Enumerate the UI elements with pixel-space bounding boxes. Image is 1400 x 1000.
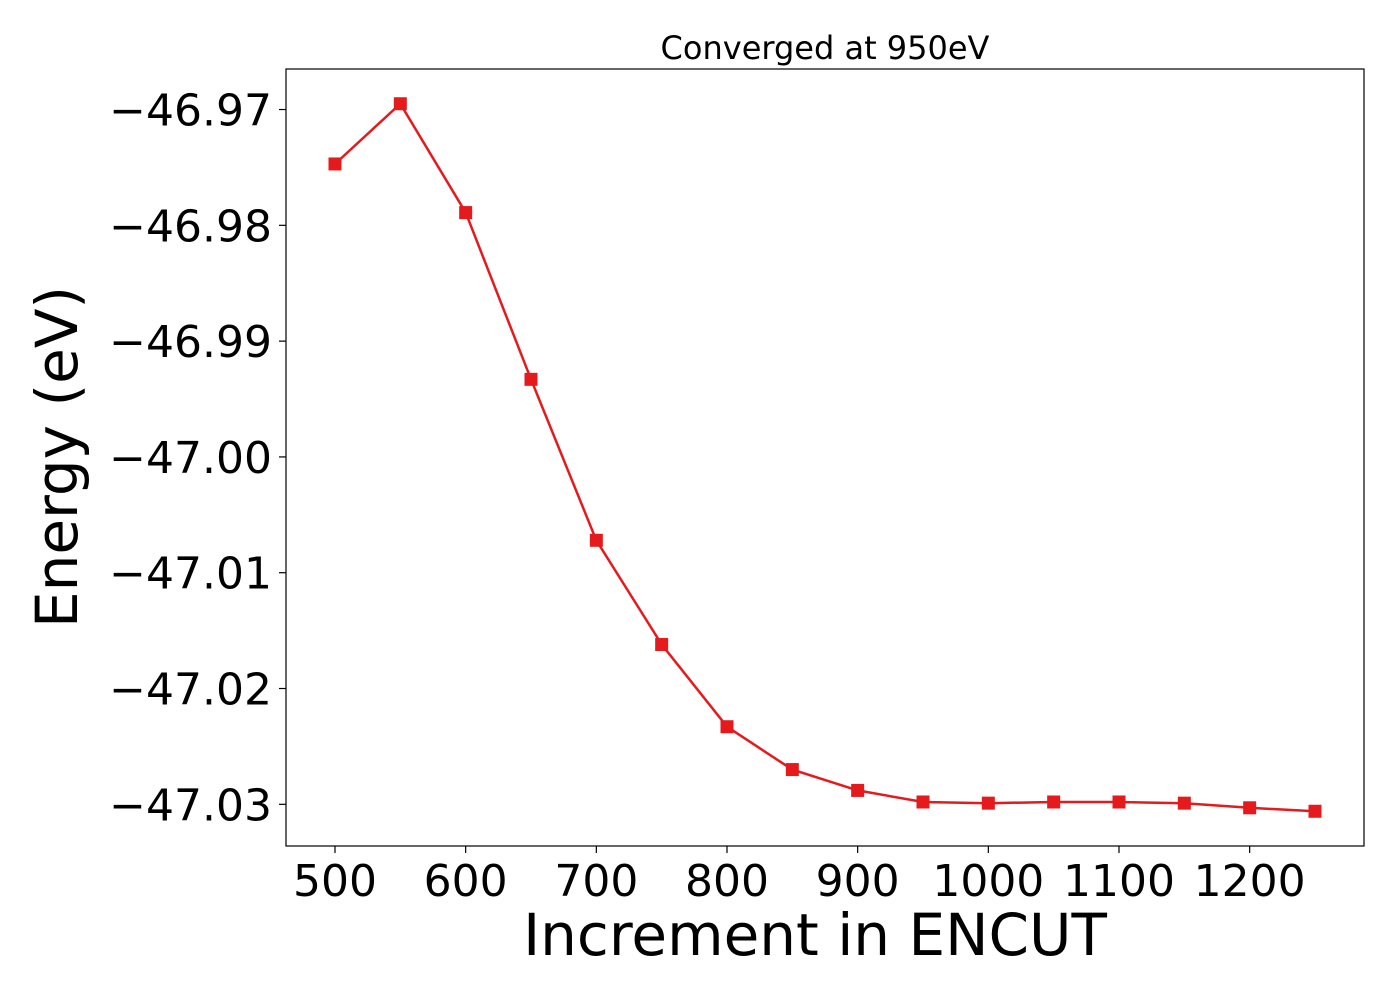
y-tick-label: −47.02 (109, 665, 272, 716)
x-tick-label: 900 (816, 856, 900, 907)
y-axis: −46.97 −46.98 −46.99 −47.00 −47.01 −47.02 −47.… (109, 86, 286, 831)
x-tick-label: 600 (424, 856, 508, 907)
data-point-marker (851, 783, 865, 797)
data-point-marker (1243, 801, 1257, 815)
y-tick-label: −47.01 (109, 549, 272, 600)
y-tick-label: −47.03 (109, 780, 272, 831)
x-tick-label: 700 (554, 856, 638, 907)
y-axis-label: Energy (eV) (23, 286, 91, 628)
data-point-marker (981, 796, 995, 810)
data-point-marker (1177, 796, 1191, 810)
data-point-marker (655, 638, 669, 652)
x-tick-label: 1000 (932, 856, 1044, 907)
x-axis: 500 600 700 800 900 1000 1100 1200 (293, 846, 1306, 907)
y-tick-label: −46.98 (109, 201, 272, 252)
data-point-marker (328, 157, 342, 171)
data-point-marker (393, 97, 407, 111)
y-tick-label: −47.00 (109, 433, 272, 484)
x-tick-label: 1100 (1063, 856, 1175, 907)
y-tick-label: −46.99 (109, 317, 272, 368)
data-point-marker (1112, 795, 1126, 809)
data-point-marker (524, 372, 538, 386)
data-point-marker (785, 763, 799, 777)
energy-series-markers (328, 97, 1322, 818)
data-point-marker (916, 795, 930, 809)
data-point-marker (589, 533, 603, 547)
chart-title: Converged at 950eV (661, 29, 990, 67)
x-tick-label: 500 (293, 856, 377, 907)
data-point-marker (720, 720, 734, 734)
data-point-marker (1308, 804, 1322, 818)
x-tick-label: 1200 (1194, 856, 1306, 907)
plot-area-frame (285, 68, 1365, 847)
data-point-marker (459, 206, 473, 220)
energy-series-line (334, 101, 1316, 813)
data-point-marker (1047, 795, 1061, 809)
y-tick-label: −46.97 (109, 86, 272, 137)
x-axis-label: Increment in ENCUT (523, 901, 1107, 969)
x-tick-label: 800 (685, 856, 769, 907)
